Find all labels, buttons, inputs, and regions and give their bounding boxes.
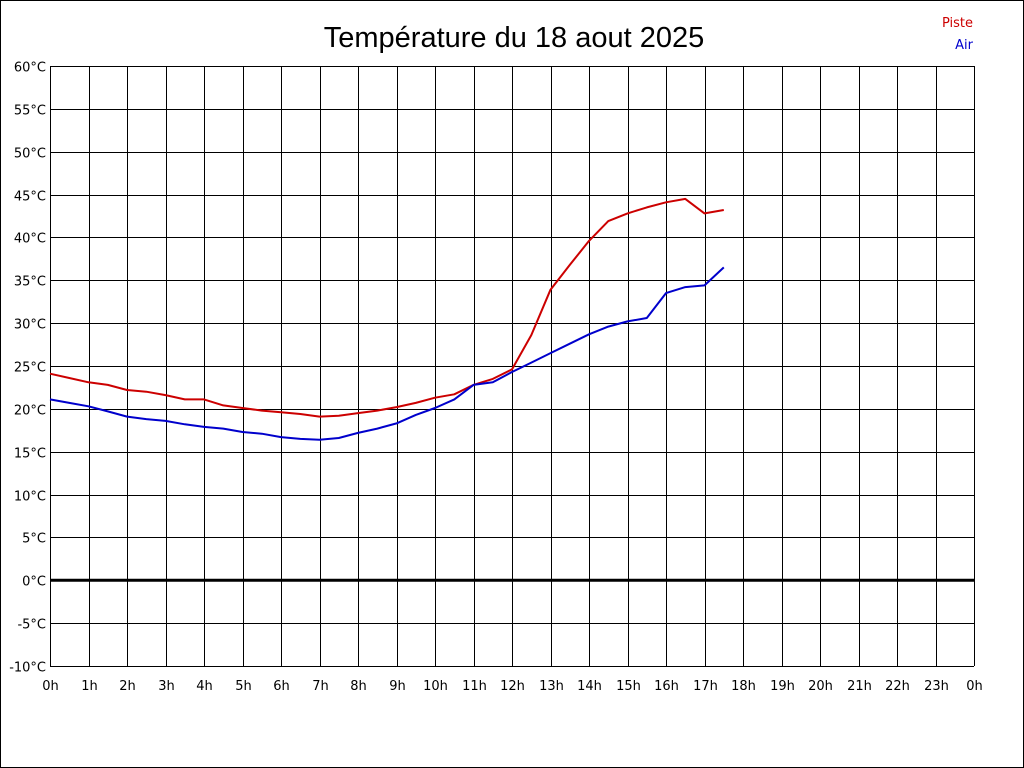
grid-lines xyxy=(50,66,975,667)
x-tick-label: 7h xyxy=(312,679,329,694)
y-tick-label: 40°C xyxy=(14,232,46,247)
x-tick-label: 1h xyxy=(81,679,98,694)
y-tick-label: 15°C xyxy=(14,447,46,462)
y-tick-label: 20°C xyxy=(14,404,46,419)
legend-entry-piste: Piste xyxy=(942,16,973,31)
x-tick-label: 10h xyxy=(423,679,448,694)
y-tick-label: 10°C xyxy=(14,490,46,505)
y-tick-label: 45°C xyxy=(14,190,46,205)
x-tick-label: 16h xyxy=(654,679,679,694)
x-tick-label: 18h xyxy=(731,679,756,694)
x-tick-label: 12h xyxy=(500,679,525,694)
series-line-air xyxy=(49,266,725,441)
x-tick-label: 15h xyxy=(616,679,641,694)
x-tick-label: 23h xyxy=(924,679,949,694)
x-tick-label: 20h xyxy=(808,679,833,694)
y-tick-label: 0°C xyxy=(22,575,46,590)
y-axis-tick-labels: 60°C 55°C 50°C 45°C 40°C 35°C 30°C 25°C 20°C 15°C… xyxy=(9,61,46,676)
x-tick-label: 14h xyxy=(577,679,602,694)
x-tick-label: 0h xyxy=(42,679,59,694)
y-tick-label: 25°C xyxy=(14,361,46,376)
y-tick-label: 5°C xyxy=(22,532,46,547)
legend: Piste Air xyxy=(942,16,974,53)
x-tick-label: 2h xyxy=(119,679,136,694)
x-tick-label: 9h xyxy=(389,679,406,694)
x-tick-label: 21h xyxy=(847,679,872,694)
legend-entry-air: Air xyxy=(955,38,974,53)
y-tick-label: 30°C xyxy=(14,318,46,333)
x-tick-label: 19h xyxy=(770,679,795,694)
y-tick-label: 35°C xyxy=(14,275,46,290)
x-tick-label: 3h xyxy=(158,679,175,694)
x-tick-label: 4h xyxy=(196,679,213,694)
x-tick-label: 0h xyxy=(966,679,983,694)
y-tick-label: 55°C xyxy=(14,104,46,119)
x-tick-label: 6h xyxy=(273,679,290,694)
chart-title: Température du 18 aout 2025 xyxy=(324,22,705,54)
series-line-piste xyxy=(49,197,724,418)
y-tick-label: -5°C xyxy=(17,618,46,633)
x-axis-tick-labels: 0h 1h 2h 3h 4h 5h 6h 7h 8h 9h 10h 11h 12h 13h 14h 15h 16… xyxy=(42,679,983,694)
y-tick-label: 60°C xyxy=(14,61,46,76)
y-tick-label: 50°C xyxy=(14,147,46,162)
x-tick-label: 5h xyxy=(235,679,252,694)
x-tick-label: 8h xyxy=(350,679,367,694)
x-tick-label: 22h xyxy=(885,679,910,694)
x-tick-label: 17h xyxy=(693,679,718,694)
series-lines xyxy=(49,197,725,441)
y-tick-label: -10°C xyxy=(9,661,46,676)
x-tick-label: 13h xyxy=(539,679,564,694)
x-tick-label: 11h xyxy=(462,679,487,694)
